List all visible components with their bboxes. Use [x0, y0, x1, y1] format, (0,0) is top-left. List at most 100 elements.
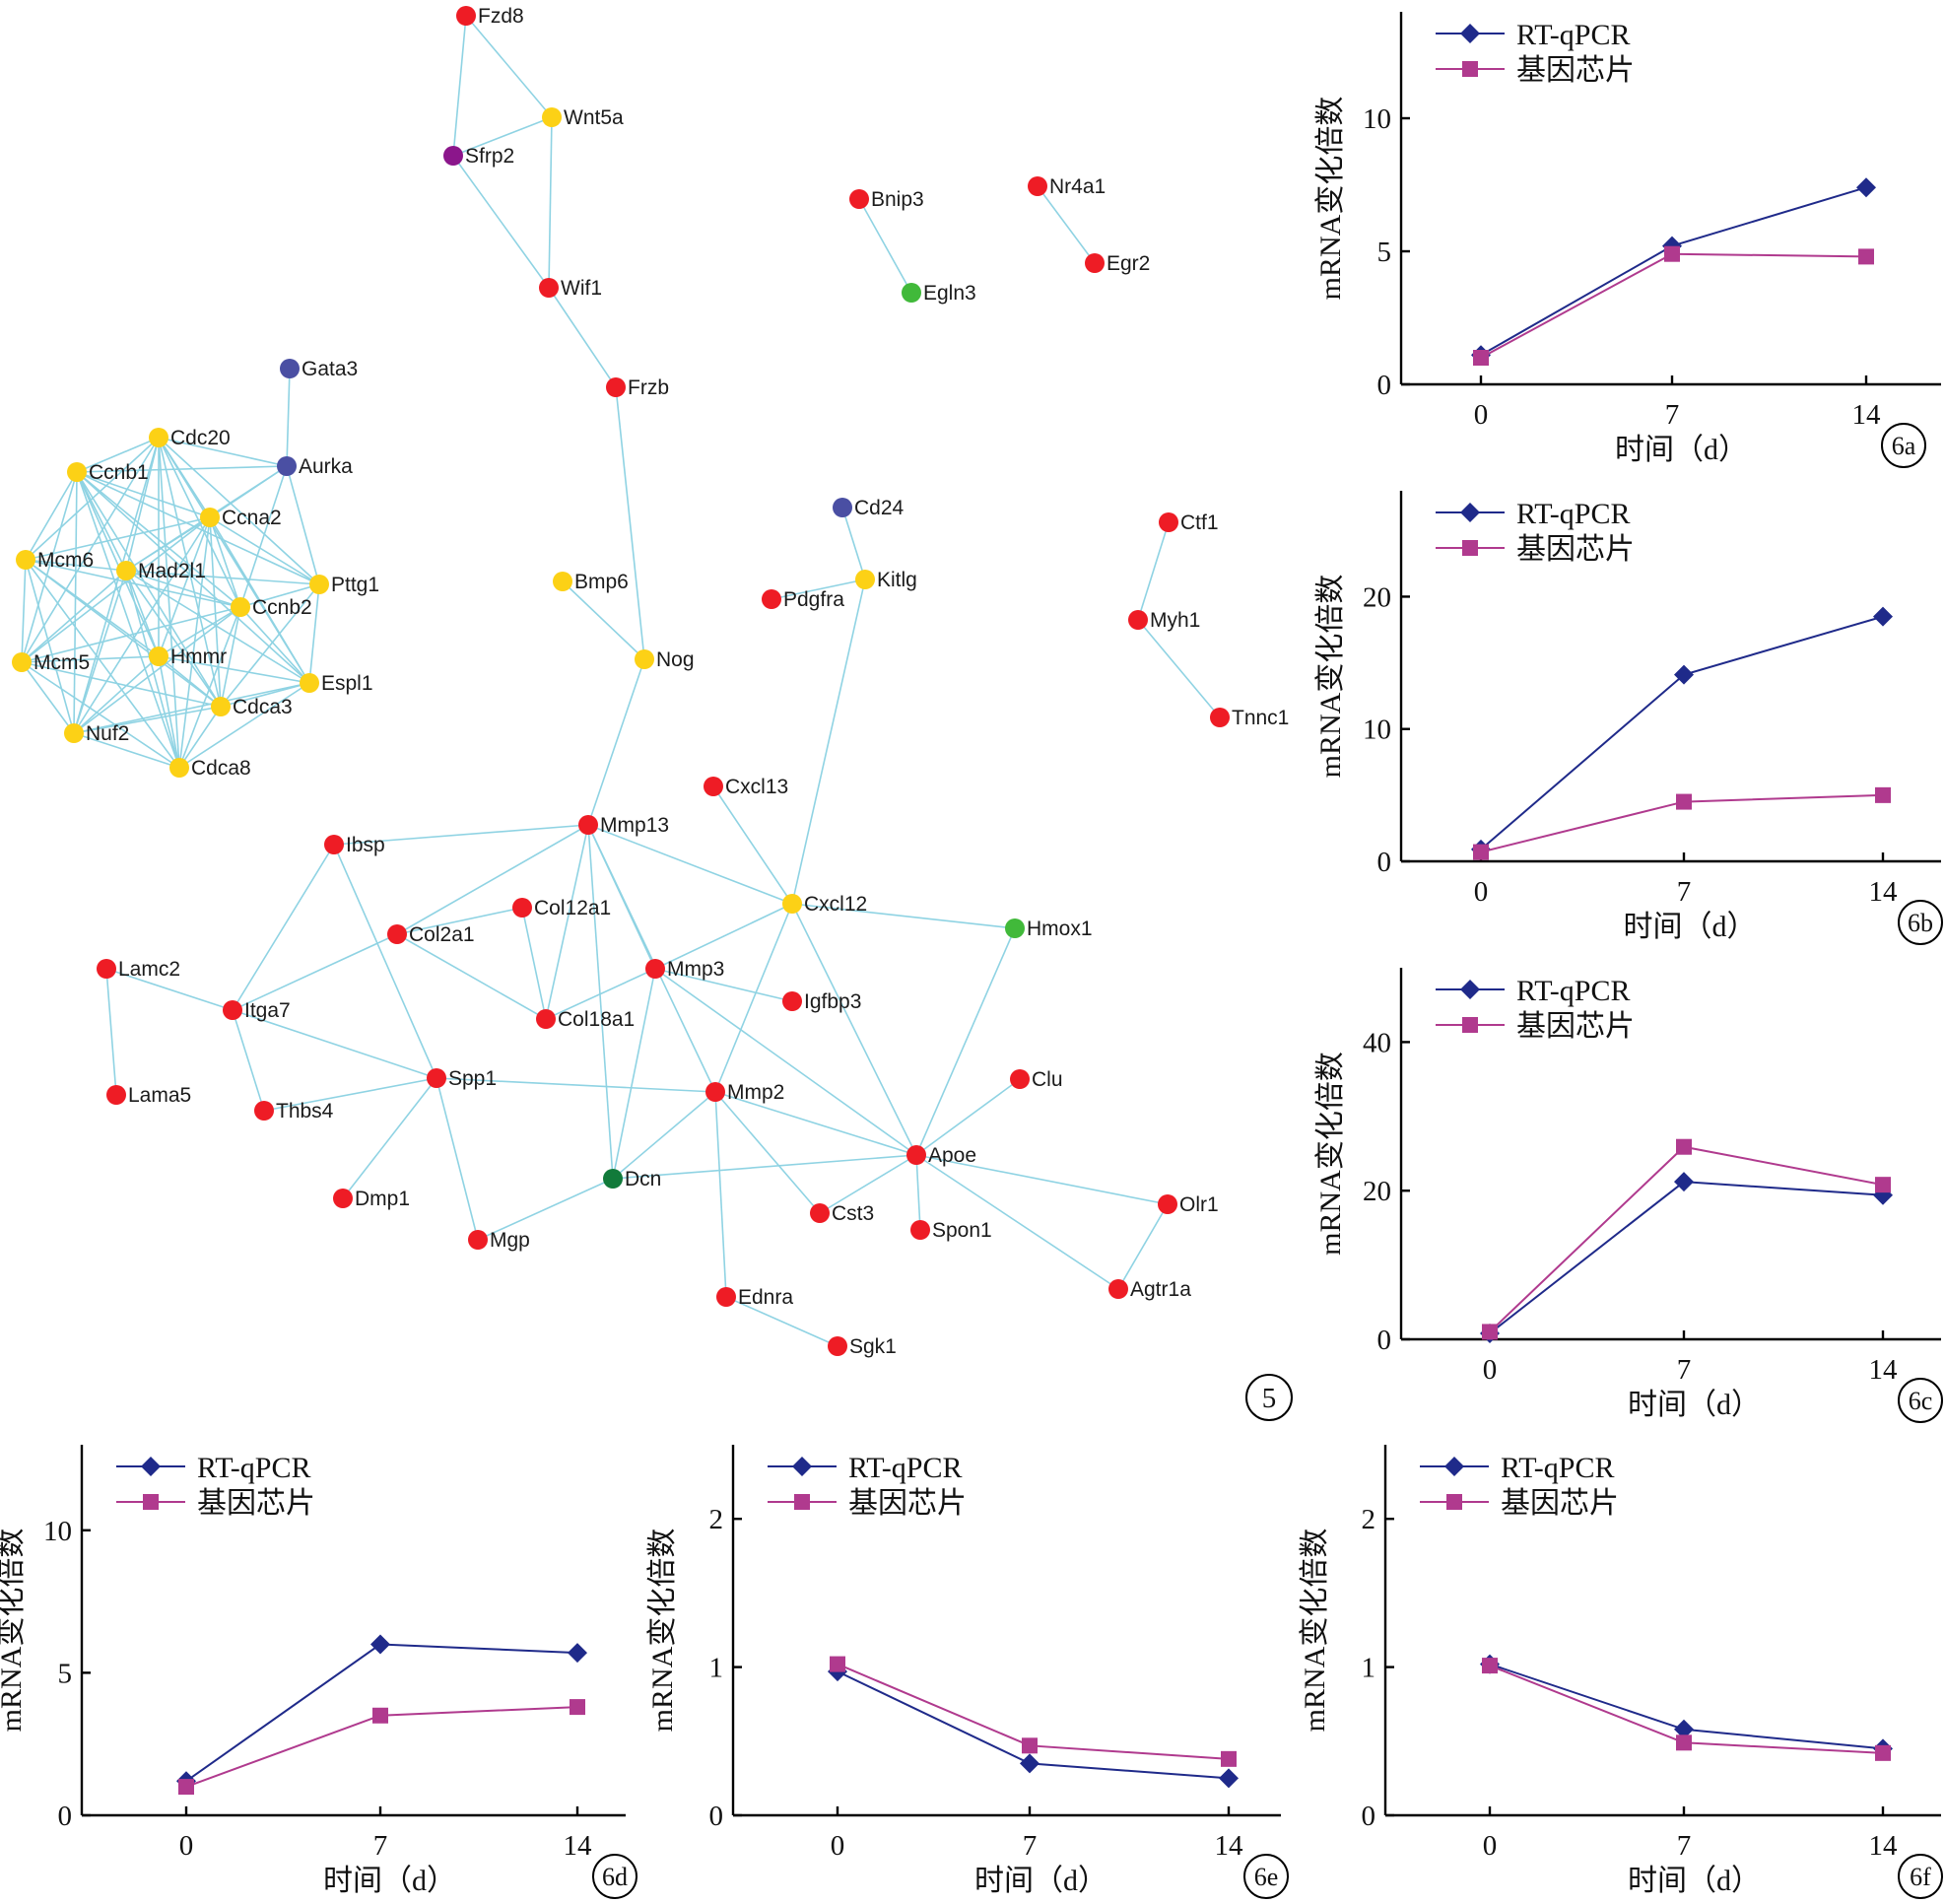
- node-lama5: Lama5: [106, 1084, 191, 1107]
- node-label-ccnb2: Ccnb2: [252, 596, 312, 619]
- edge-ccna2-espl1: [209, 516, 310, 684]
- node-dot-egr2: [1085, 253, 1105, 273]
- panel-label-5: 5: [1262, 1383, 1277, 1414]
- edge-ccnb1-hmmr: [76, 471, 160, 657]
- edge-mmp2-apoe: [714, 1091, 917, 1156]
- chart-6b-panel-label: 6b: [1908, 909, 1933, 937]
- edge-ccnb1-cdca3: [76, 471, 222, 708]
- node-dot-myh1: [1128, 610, 1148, 630]
- edge-cdc20-cdca8: [158, 437, 180, 769]
- node-spp1: Spp1: [427, 1067, 497, 1090]
- node-label-mad2l1: Mad2l1: [138, 560, 206, 582]
- chart-6f-xtick-label: 0: [1483, 1830, 1498, 1862]
- edge-mad2l1-ccnb2: [125, 570, 241, 608]
- chart-6c-ytick-label: 0: [1377, 1325, 1392, 1356]
- node-dot-wif1: [539, 278, 559, 298]
- edge-cdca3-nuf2: [73, 706, 222, 734]
- edge-kitlg-cxcl12: [791, 578, 866, 905]
- edge-ccna2-mcm6: [25, 516, 211, 561]
- node-sgk1: Sgk1: [828, 1335, 897, 1358]
- node-dot-col12a1: [512, 898, 532, 918]
- edge-pttg1-ccnb2: [239, 583, 320, 608]
- edge-ccnb2-nuf2: [73, 606, 241, 734]
- chart-6c-series-rt-qpcr-point-7: [1674, 1172, 1694, 1192]
- node-dot-igfbp3: [782, 991, 802, 1011]
- edge-cdc20-aurka: [158, 437, 288, 467]
- edge-ccnb1-aurka: [76, 465, 288, 473]
- chart-6c-ytick-label: 40: [1363, 1027, 1391, 1058]
- edge-apoe-spon1: [915, 1154, 921, 1231]
- chart-6e-series-rt-qpcr-point-14: [1219, 1768, 1239, 1789]
- node-dot-kitlg: [855, 570, 875, 589]
- edge-ccna2-cdca3: [209, 516, 222, 708]
- edge-cdc20-pttg1: [158, 437, 320, 585]
- node-egr2: Egr2: [1085, 252, 1150, 275]
- chart-6c-series-microarray-point-7: [1676, 1138, 1692, 1155]
- node-wnt5a: Wnt5a: [542, 106, 624, 129]
- edge-cdc20-mcm6: [25, 437, 160, 561]
- chart-6b-xtick-label: 14: [1869, 876, 1899, 908]
- node-kitlg: Kitlg: [855, 569, 917, 591]
- chart-6e-xtick-label: 14: [1215, 1830, 1244, 1862]
- node-itga7: Itga7: [223, 999, 291, 1022]
- chart-6f-series-microarray-point-14: [1875, 1744, 1891, 1761]
- edge-mcm5-cdca3: [21, 661, 222, 708]
- node-dot-gata3: [280, 359, 300, 378]
- edge-espl1-nuf2: [73, 682, 310, 734]
- node-dot-dcn: [603, 1169, 623, 1189]
- node-aurka: Aurka: [277, 455, 353, 478]
- node-dot-cdca8: [169, 758, 189, 778]
- network-edges: [21, 15, 1221, 1347]
- edge-mcm6-nuf2: [25, 559, 75, 734]
- node-dot-col18a1: [536, 1009, 556, 1029]
- edge-hmmr-espl1: [158, 655, 310, 684]
- chart-6a-ytick-label: 5: [1377, 237, 1392, 268]
- chart-6a-legend-rt-qpcr-label: RT-qPCR: [1516, 19, 1630, 51]
- node-dot-mad2l1: [116, 561, 136, 580]
- edge-mcm5-cdca8: [21, 661, 180, 769]
- chart-6b-xtick-label: 7: [1677, 876, 1692, 908]
- node-cdca8: Cdca8: [169, 757, 251, 780]
- chart-6b-ytick-label: 10: [1363, 714, 1391, 746]
- node-dot-ctf1: [1159, 512, 1178, 532]
- edge-mmp13-col2a1: [396, 824, 589, 935]
- node-mcm5: Mcm5: [12, 651, 90, 674]
- node-wif1: Wif1: [539, 277, 602, 300]
- edge-ccnb2-aurka: [239, 465, 288, 608]
- node-dcn: Dcn: [603, 1168, 661, 1190]
- node-label-ctf1: Ctf1: [1180, 511, 1219, 534]
- edge-cxcl13-cxcl12: [712, 785, 793, 905]
- chart-6b-xlabel: 时间（d）: [1624, 911, 1757, 943]
- edge-ibsp-itga7: [232, 844, 335, 1011]
- chart-6f-xlabel: 时间（d）: [1628, 1865, 1761, 1897]
- node-apoe: Apoe: [906, 1144, 976, 1167]
- node-ccnb1: Ccnb1: [67, 461, 149, 484]
- edge-ccna2-mcm5: [21, 516, 211, 663]
- chart-6d-xtick-label: 14: [564, 1830, 593, 1862]
- chart-6d-ytick-label: 0: [58, 1801, 73, 1832]
- edge-nuf2-cdca8: [73, 732, 180, 769]
- node-dot-hmmr: [149, 646, 168, 666]
- edge-hmmr-cdca3: [158, 655, 222, 708]
- edge-mcm6-cdca8: [25, 559, 180, 769]
- node-ccnb2: Ccnb2: [231, 596, 312, 619]
- network-panel: Fzd8 Wnt5a Sfrp2 Wif1 Frzb Bnip3 Egln3 Nr4a1 Egr…: [12, 5, 1293, 1421]
- node-dot-ccna2: [200, 508, 220, 527]
- edge-mcm6-ccnb2: [25, 559, 241, 608]
- node-label-olr1: Olr1: [1179, 1193, 1219, 1216]
- edge-ctf1-myh1: [1137, 521, 1170, 621]
- node-dot-bmp6: [553, 572, 572, 591]
- chart-6c-panel-circle: [1898, 1378, 1943, 1423]
- chart-6d-series-rt-qpcr-point-14: [568, 1643, 587, 1664]
- edge-apoe-cst3: [819, 1154, 917, 1214]
- node-gata3: Gata3: [280, 358, 358, 380]
- node-dot-frzb: [606, 377, 626, 397]
- chart-6b-series-microarray-point-14: [1875, 786, 1891, 803]
- node-olr1: Olr1: [1158, 1193, 1219, 1216]
- node-label-cdc20: Cdc20: [170, 427, 231, 449]
- edge-mmp13-col18a1: [545, 824, 589, 1020]
- chart-6e-series-microarray-point-0: [830, 1656, 845, 1672]
